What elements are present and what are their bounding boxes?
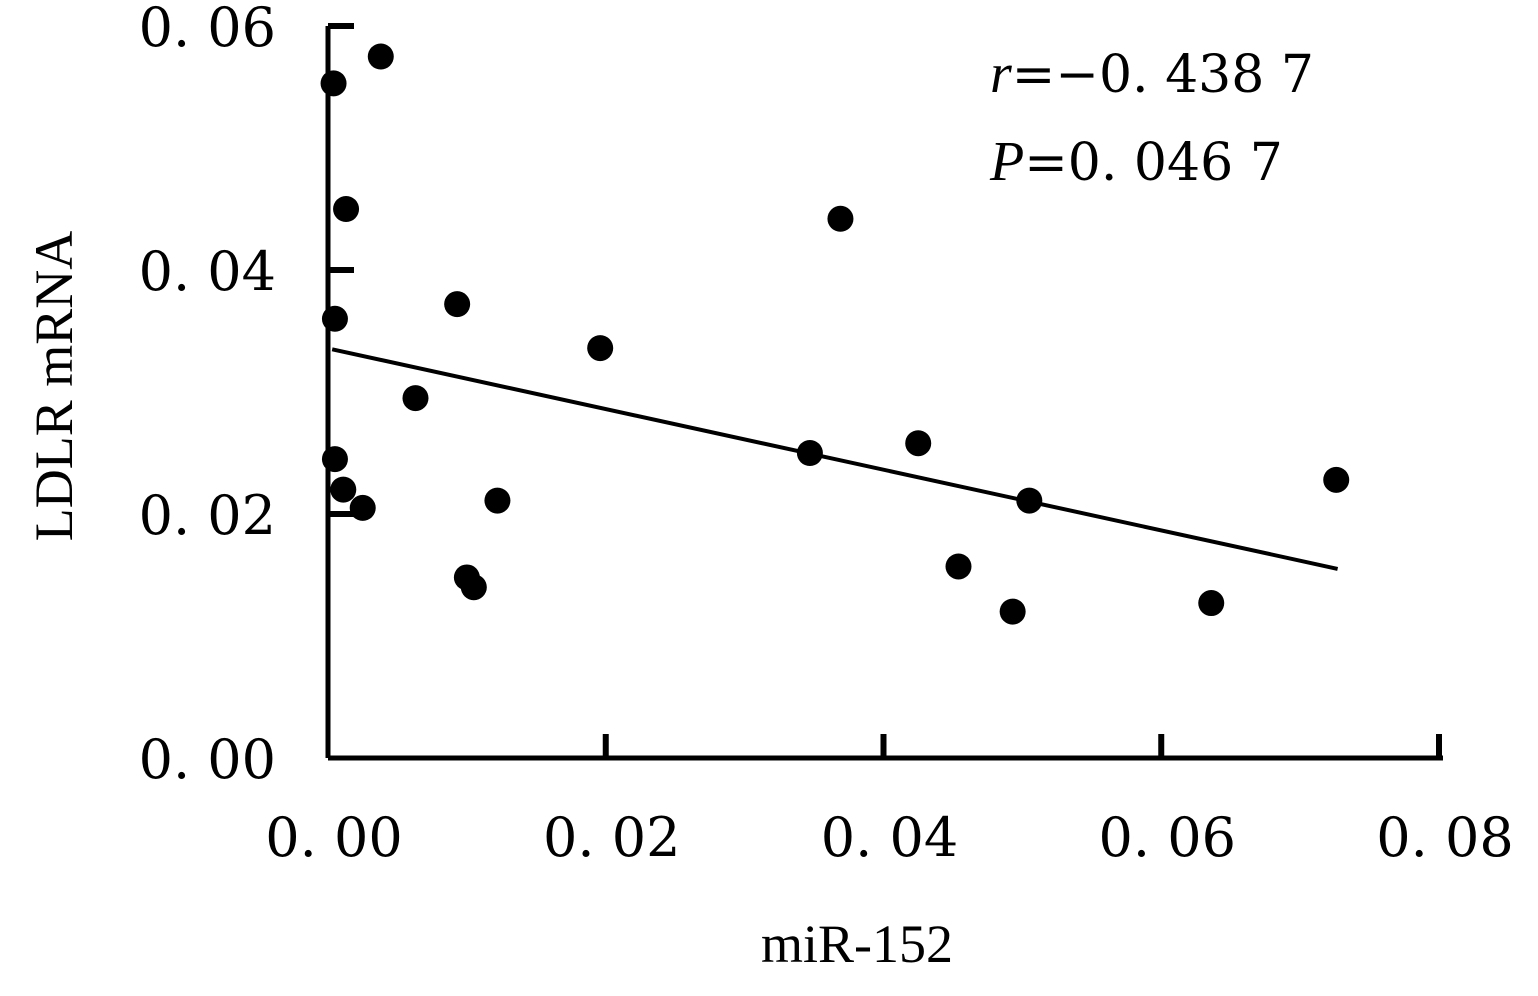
x-axis-ticks: 0. 00 0. 02 0. 04 0. 06 0. 08	[265, 734, 1514, 869]
data-points	[320, 43, 1350, 625]
data-point	[444, 291, 471, 318]
y-tick-label: 0. 00	[139, 728, 276, 791]
regression-line-group	[331, 347, 1339, 571]
y-tick-label: 0. 02	[139, 484, 276, 547]
x-tick-label: 0. 02	[543, 806, 680, 869]
p-value: =0. 046 7	[1024, 133, 1283, 193]
data-point	[349, 494, 376, 521]
data-point	[484, 487, 511, 514]
correlation-r-label: r=−0. 438 7	[990, 43, 1314, 105]
data-point	[796, 440, 823, 466]
data-point	[321, 305, 348, 332]
data-point	[1016, 487, 1043, 514]
x-tick-label: 0. 08	[1376, 806, 1513, 869]
data-point	[1323, 466, 1350, 493]
r-symbol: r	[990, 43, 1012, 105]
x-axis-title: miR-152	[761, 914, 953, 974]
data-point	[333, 196, 360, 222]
x-tick-label: 0. 00	[265, 806, 402, 869]
data-point	[321, 446, 348, 473]
data-point	[330, 476, 357, 503]
p-symbol: P	[989, 131, 1024, 193]
x-tick-label: 0. 06	[1099, 806, 1236, 869]
correlation-stats: r=−0. 438 7 P=0. 046 7	[989, 43, 1314, 193]
regression-line	[331, 347, 1339, 571]
data-point	[402, 385, 429, 412]
data-point	[320, 70, 347, 97]
r-value: =−0. 438 7	[1012, 45, 1314, 105]
data-point	[827, 205, 854, 232]
y-tick-label: 0. 06	[139, 0, 276, 59]
p-value-label: P=0. 046 7	[989, 131, 1283, 193]
data-point	[905, 430, 932, 457]
x-tick-label: 0. 04	[821, 806, 958, 869]
y-axis-title: LDLR mRNA	[24, 231, 84, 542]
data-point	[460, 574, 487, 601]
data-point	[587, 335, 614, 362]
y-tick-label: 0. 04	[139, 240, 276, 303]
data-point	[999, 598, 1026, 625]
data-point	[1198, 590, 1225, 617]
data-point	[367, 43, 394, 70]
y-axis-ticks: 0. 00 0. 02 0. 04 0. 06	[139, 0, 354, 791]
data-point	[945, 553, 972, 580]
